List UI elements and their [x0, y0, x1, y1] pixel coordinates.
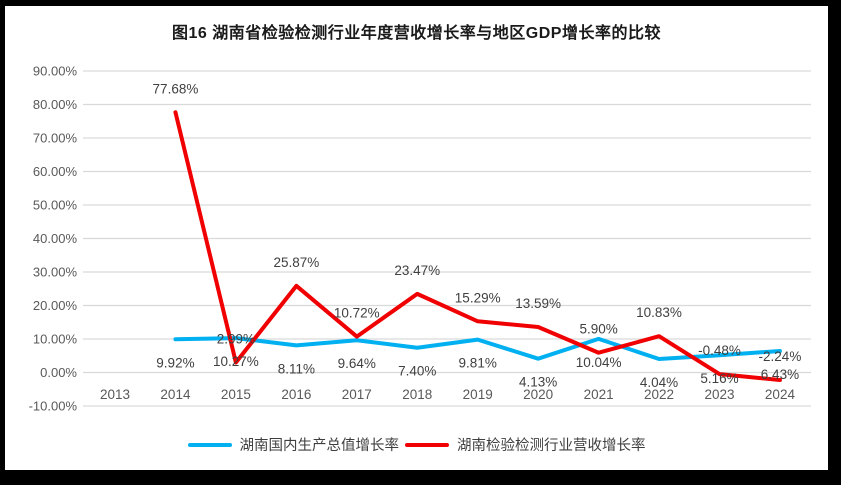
line-chart: 90.00% 80.00% 70.00% 60.00% 50.00% 40.00% 30.0… [29, 64, 811, 414]
data-label: 9.64% [338, 356, 376, 371]
data-label: 9.92% [156, 355, 194, 370]
x-axis-tick-label: 2023 [704, 387, 734, 402]
x-axis-tick-label: 2016 [281, 387, 311, 402]
data-label: 10.83% [636, 305, 682, 320]
x-axis-tick-label: 2019 [463, 387, 493, 402]
y-axis-tick-label: 40.00% [33, 231, 78, 246]
y-axis-tick-label: 10.00% [33, 332, 78, 347]
x-axis-tick-label: 2024 [765, 387, 796, 402]
y-axis-tick-label: 80.00% [33, 97, 78, 112]
legend-label-industry: 湖南检验检测行业营收增长率 [457, 438, 646, 454]
gdp-line-swatch-icon [187, 442, 232, 447]
data-label: 4.13% [519, 375, 557, 390]
data-label: 77.68% [153, 81, 199, 96]
y-axis-tick-label: -10.00% [29, 399, 78, 414]
legend-item-industry: 湖南检验检测行业营收增长率 [405, 434, 646, 455]
data-label: -0.48% [698, 343, 741, 358]
industry-line-swatch-icon [405, 442, 449, 447]
data-label: 15.29% [455, 290, 501, 305]
series-line-1 [173, 110, 782, 383]
legend-item-gdp: 湖南国内生产总值增长率 [187, 434, 400, 455]
y-axis-tick-label: 60.00% [33, 164, 78, 179]
x-axis-tick-label: 2014 [160, 387, 191, 402]
data-label: 9.81% [459, 356, 497, 371]
data-label: 5.16% [700, 371, 738, 386]
x-axis-tick-label: 2018 [402, 387, 432, 402]
y-axis-tick-label: 0.00% [40, 365, 77, 380]
x-axis-tick-label: 2021 [584, 387, 614, 402]
legend-label-gdp: 湖南国内生产总值增长率 [239, 438, 400, 454]
data-label: 6.43% [761, 367, 799, 382]
chart-panel: 图16 湖南省检验检测行业年度营收增长率与地区GDP增长率的比较 90.00% 8… [5, 6, 828, 470]
data-label: 4.04% [640, 375, 678, 390]
y-axis-tick-label: 50.00% [33, 198, 78, 213]
y-axis-tick-label: 30.00% [33, 265, 78, 280]
data-label: 13.59% [515, 296, 561, 311]
data-label: 5.90% [579, 322, 617, 337]
data-label: 7.40% [398, 364, 436, 379]
data-label: 8.11% [278, 361, 315, 376]
x-axis-tick-label: 2022 [644, 387, 674, 402]
data-label: 10.27% [213, 354, 259, 369]
data-label: 10.04% [576, 355, 622, 370]
x-axis-tick-label: 2017 [342, 387, 372, 402]
y-axis-tick-label: 20.00% [33, 298, 78, 313]
x-axis-tick-label: 2020 [523, 387, 553, 402]
chart-title: 图16 湖南省检验检测行业年度营收增长率与地区GDP增长率的比较 [172, 25, 661, 42]
x-axis-tick-label: 2015 [221, 387, 251, 402]
series-line-0 [173, 336, 782, 361]
data-label: 23.47% [394, 263, 440, 278]
data-label: 2.99% [217, 331, 255, 346]
y-axis-tick-label: 90.00% [33, 64, 78, 79]
data-label: 10.72% [334, 306, 380, 321]
x-axis-tick-label: 2013 [100, 387, 130, 402]
data-label: 25.87% [273, 255, 319, 270]
chart-legend: 湖南国内生产总值增长率 湖南检验检测行业营收增长率 [5, 434, 828, 455]
y-axis-tick-label: 70.00% [33, 131, 78, 146]
data-label: -2.24% [759, 349, 802, 364]
